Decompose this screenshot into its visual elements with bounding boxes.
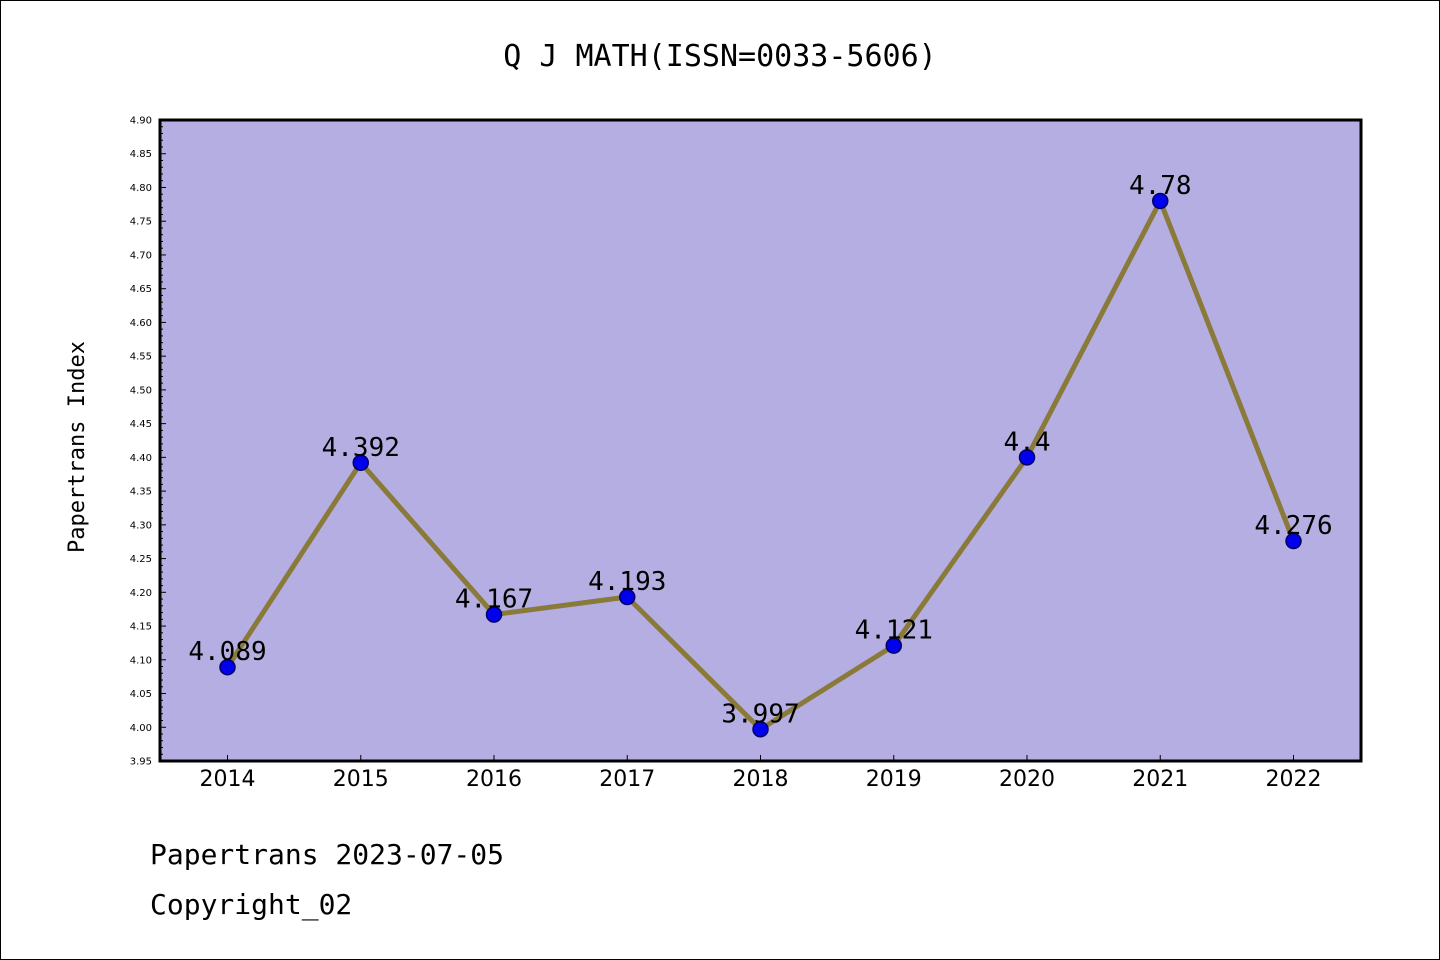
y-tick-label: 4.45 [130, 419, 152, 430]
data-point [752, 721, 769, 738]
y-tick-label: 4.20 [130, 588, 152, 599]
data-point [619, 588, 636, 606]
y-tick-label: 4.85 [130, 149, 152, 160]
data-label: 4.4 [1004, 427, 1051, 457]
y-tick-label: 4.60 [130, 318, 152, 329]
data-point [352, 454, 369, 472]
y-tick-label: 4.55 [130, 352, 152, 363]
y-tick-label: 4.40 [130, 453, 152, 464]
data-point [1285, 532, 1302, 550]
data-point [885, 637, 902, 654]
series-markers [219, 192, 1302, 738]
data-label: 3.997 [721, 699, 799, 729]
y-tick-label: 4.10 [130, 655, 152, 666]
y-tick-label: 4.75 [130, 217, 152, 228]
x-axis: 2014 2015 2016 2017 2018 2019 2020 2021 2022 [200, 755, 1322, 792]
x-tick-label: 2014 [200, 767, 256, 792]
data-label: 4.78 [1129, 171, 1192, 201]
y-tick-label: 4.05 [130, 689, 152, 700]
x-tick-label: 2020 [999, 767, 1055, 792]
data-label: 4.121 [855, 616, 933, 646]
data-label: 4.392 [322, 433, 400, 463]
x-tick-label: 2016 [466, 767, 522, 792]
x-tick-label: 2022 [1266, 767, 1322, 792]
y-tick-label: 4.00 [130, 723, 152, 734]
footer-date-text: Papertrans 2023-07-05 [150, 838, 504, 871]
y-tick-label: 4.80 [130, 183, 152, 194]
y-tick-label: 4.15 [130, 622, 152, 633]
y-tick-label: 4.35 [130, 487, 152, 498]
y-tick-label: 4.50 [130, 385, 152, 396]
chart-title: Q J MATH(ISSN=0033-5606) [503, 39, 936, 74]
y-axis-label: Papertrans Index [65, 341, 90, 553]
y-tick-label: 4.25 [130, 554, 152, 565]
y-tick-label: 4.30 [130, 520, 152, 531]
y-tick-label: 4.90 [130, 116, 152, 127]
data-point [219, 658, 236, 676]
data-label: 4.167 [455, 585, 533, 615]
y-tick-label: 4.70 [130, 250, 152, 261]
data-label: 4.089 [188, 637, 266, 667]
y-axis: 3.95 4.00 4.05 4.10 4.15 4.20 4.25 4.30 4.35 4.40… [130, 116, 166, 768]
data-label: 4.276 [1254, 511, 1332, 541]
data-label: 4.193 [588, 567, 666, 597]
data-labels: 4.089 4.392 4.167 4.193 3.997 4.121 4.4 4.78 4.2… [188, 171, 1332, 729]
plot-area [158, 118, 1363, 763]
footer-copyright-text: Copyright_02 [150, 888, 352, 922]
x-tick-label: 2018 [733, 767, 789, 792]
y-tick-label: 4.65 [130, 284, 152, 295]
data-point [485, 606, 503, 623]
x-tick-label: 2019 [866, 767, 922, 792]
x-tick-label: 2015 [333, 767, 389, 792]
y-tick-label: 3.95 [130, 757, 152, 768]
data-point [1018, 449, 1036, 466]
x-tick-label: 2021 [1132, 767, 1188, 792]
x-tick-label: 2017 [599, 767, 655, 792]
data-point [1152, 192, 1169, 210]
